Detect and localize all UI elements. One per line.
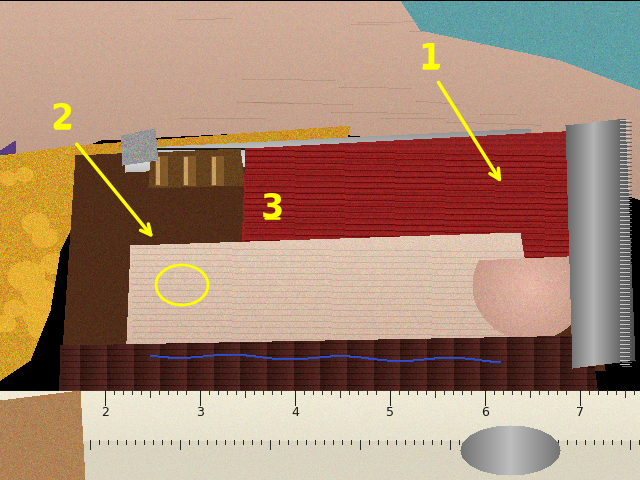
- Text: 4: 4: [291, 407, 299, 420]
- Text: 6: 6: [481, 407, 489, 420]
- Text: 2: 2: [51, 101, 74, 134]
- Text: 3: 3: [196, 407, 204, 420]
- Text: 2: 2: [101, 407, 109, 420]
- Text: 7: 7: [576, 407, 584, 420]
- Text: 3: 3: [260, 192, 284, 225]
- Text: 1: 1: [419, 41, 442, 74]
- Text: 5: 5: [386, 407, 394, 420]
